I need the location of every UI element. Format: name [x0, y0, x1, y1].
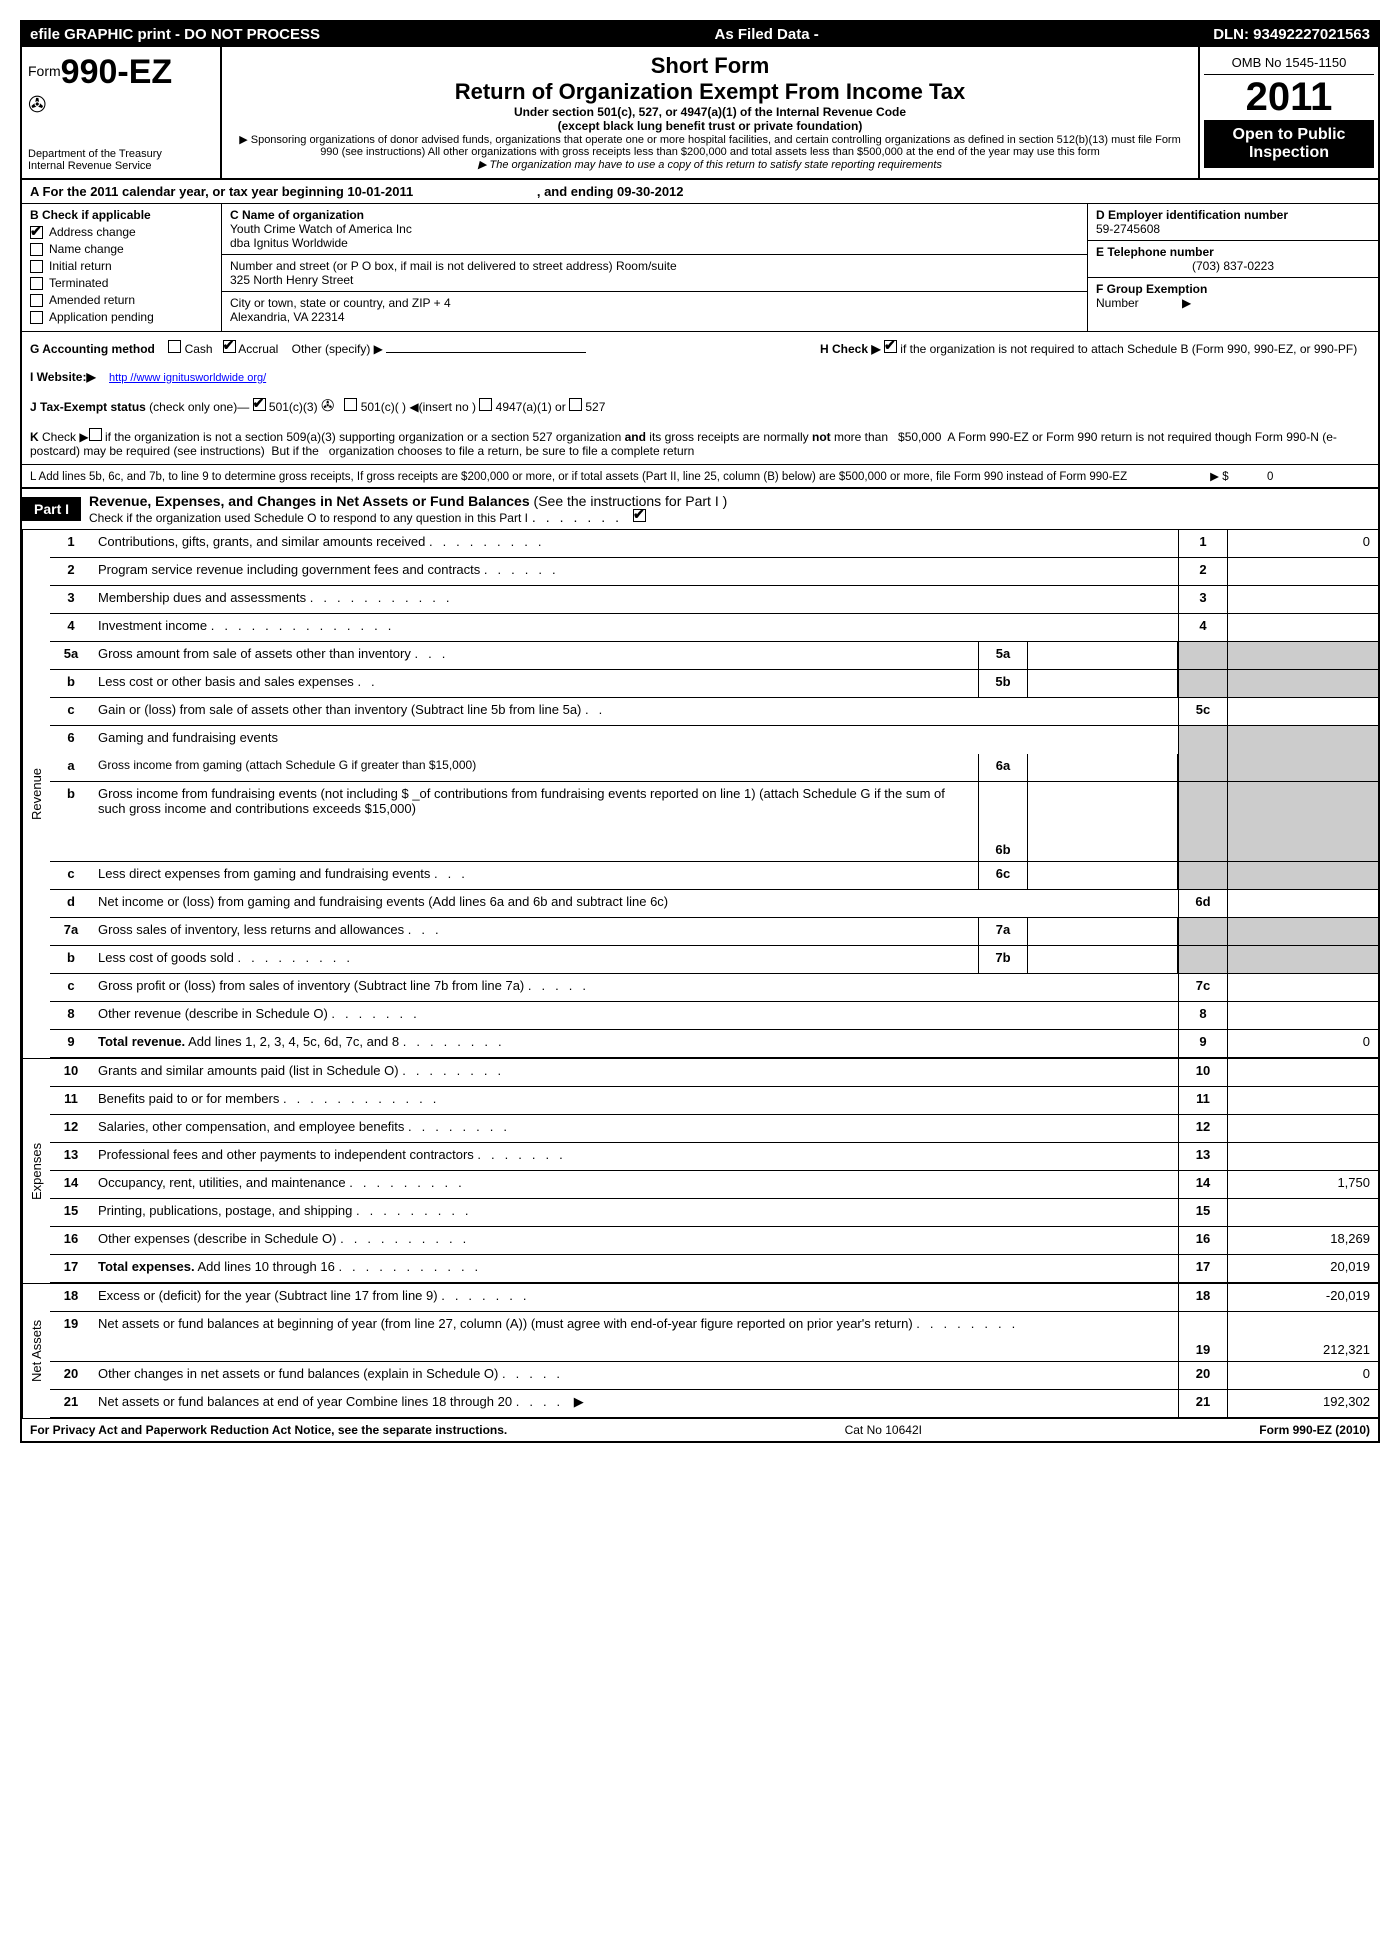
form-prefix: Form: [28, 63, 61, 79]
part1-header: Part I Revenue, Expenses, and Changes in…: [22, 489, 1378, 530]
header-right: OMB No 1545-1150 2011 Open to Public Ins…: [1198, 47, 1378, 178]
part1-title: Revenue, Expenses, and Changes in Net As…: [81, 489, 1378, 529]
checkbox-amended[interactable]: [30, 294, 43, 307]
section-gh: G Accounting method Cash Accrual Other (…: [22, 332, 1378, 364]
k-text: if the organization is not a section 509…: [30, 430, 1337, 458]
checkbox-app-pending[interactable]: [30, 311, 43, 324]
under-section: Under section 501(c), 527, or 4947(a)(1)…: [232, 105, 1188, 119]
tel-label: E Telephone number: [1096, 245, 1370, 259]
sponsor-note: ▶ Sponsoring organizations of donor advi…: [232, 133, 1188, 158]
topbar-right: DLN: 93492227021563: [1213, 26, 1370, 43]
checkbox-address-change[interactable]: [30, 226, 43, 239]
footer-left: For Privacy Act and Paperwork Reduction …: [30, 1423, 507, 1437]
ein-label: D Employer identification number: [1096, 208, 1370, 222]
topbar-center: As Filed Data -: [715, 26, 819, 43]
header: Form990-EZ ✇ Department of the Treasury …: [22, 47, 1378, 180]
org-name2: dba Ignitus Worldwide: [230, 236, 1079, 250]
grp-label2: Number: [1096, 296, 1139, 310]
short-form-label: Short Form: [232, 53, 1188, 79]
form-number: 990-EZ: [61, 53, 173, 91]
except-note: (except black lung benefit trust or priv…: [232, 119, 1188, 133]
col-b: B Check if applicable Address change Nam…: [22, 204, 222, 331]
checkbox-accrual[interactable]: [223, 340, 236, 353]
section-k: K Check ▶ if the organization is not a s…: [22, 422, 1378, 465]
checkbox-501c3[interactable]: [253, 398, 266, 411]
tel: (703) 837-0223: [1096, 259, 1370, 273]
org-name1: Youth Crime Watch of America Inc: [230, 222, 1079, 236]
copy-note: ▶ The organization may have to use a cop…: [232, 158, 1188, 171]
footer-right: Form 990-EZ (2010): [1259, 1423, 1370, 1437]
part1-label: Part I: [22, 497, 81, 521]
checkbox-cash[interactable]: [168, 340, 181, 353]
header-left: Form990-EZ ✇ Department of the Treasury …: [22, 47, 222, 178]
dept-irs: Internal Revenue Service: [28, 160, 214, 172]
section-i: I Website:▶ http //www ignitusworldwide …: [22, 364, 1378, 390]
header-center: Short Form Return of Organization Exempt…: [222, 47, 1198, 178]
ein: 59-2745608: [1096, 222, 1370, 236]
sidebar-netassets: Net Assets: [22, 1284, 50, 1418]
checkbox-k[interactable]: [89, 428, 102, 441]
sidebar-revenue: Revenue: [22, 530, 50, 1058]
netassets-section: Net Assets 18Excess or (deficit) for the…: [22, 1284, 1378, 1419]
checkbox-527[interactable]: [569, 398, 582, 411]
city: Alexandria, VA 22314: [230, 310, 1079, 324]
footer-center: Cat No 10642I: [845, 1423, 922, 1437]
revenue-section: Revenue 1Contributions, gifts, grants, a…: [22, 530, 1378, 1059]
addr-label: Number and street (or P O box, if mail i…: [230, 259, 1079, 273]
checkbox-name-change[interactable]: [30, 243, 43, 256]
col-b-header: B Check if applicable: [30, 208, 213, 222]
website-link[interactable]: http //www ignitusworldwide org/: [109, 372, 266, 384]
col-c: C Name of organization Youth Crime Watch…: [222, 204, 1088, 331]
form-990ez: efile GRAPHIC print - DO NOT PROCESS As …: [20, 20, 1380, 1443]
checkbox-terminated[interactable]: [30, 277, 43, 290]
omb-number: OMB No 1545-1150: [1204, 51, 1374, 75]
sidebar-expenses: Expenses: [22, 1059, 50, 1283]
row-a: A For the 2011 calendar year, or tax yea…: [22, 180, 1378, 204]
top-bar: efile GRAPHIC print - DO NOT PROCESS As …: [22, 22, 1378, 47]
dept-treasury: Department of the Treasury: [28, 148, 214, 160]
g-label: G Accounting method: [30, 342, 155, 356]
expenses-section: Expenses 10Grants and similar amounts pa…: [22, 1059, 1378, 1284]
grp-label: F Group Exemption: [1096, 282, 1207, 296]
return-title: Return of Organization Exempt From Incom…: [232, 79, 1188, 105]
city-label: City or town, state or country, and ZIP …: [230, 296, 1079, 310]
topbar-left: efile GRAPHIC print - DO NOT PROCESS: [30, 26, 320, 43]
section-bcd: B Check if applicable Address change Nam…: [22, 204, 1378, 332]
footer: For Privacy Act and Paperwork Reduction …: [22, 1419, 1378, 1441]
addr: 325 North Henry Street: [230, 273, 1079, 287]
org-name-label: C Name of organization: [230, 208, 1079, 222]
section-j: J Tax-Exempt status (check only one)— 50…: [22, 390, 1378, 422]
checkbox-h[interactable]: [884, 340, 897, 353]
col-d: D Employer identification number 59-2745…: [1088, 204, 1378, 331]
tax-year: 2011: [1204, 75, 1374, 120]
checkbox-501c[interactable]: [344, 398, 357, 411]
checkbox-part1-scho[interactable]: [633, 509, 646, 522]
checkbox-initial-return[interactable]: [30, 260, 43, 273]
section-l: L Add lines 5b, 6c, and 7b, to line 9 to…: [22, 465, 1378, 489]
open-public: Open to Public Inspection: [1204, 120, 1374, 168]
grp-arrow: ▶: [1182, 296, 1191, 310]
checkbox-4947[interactable]: [479, 398, 492, 411]
